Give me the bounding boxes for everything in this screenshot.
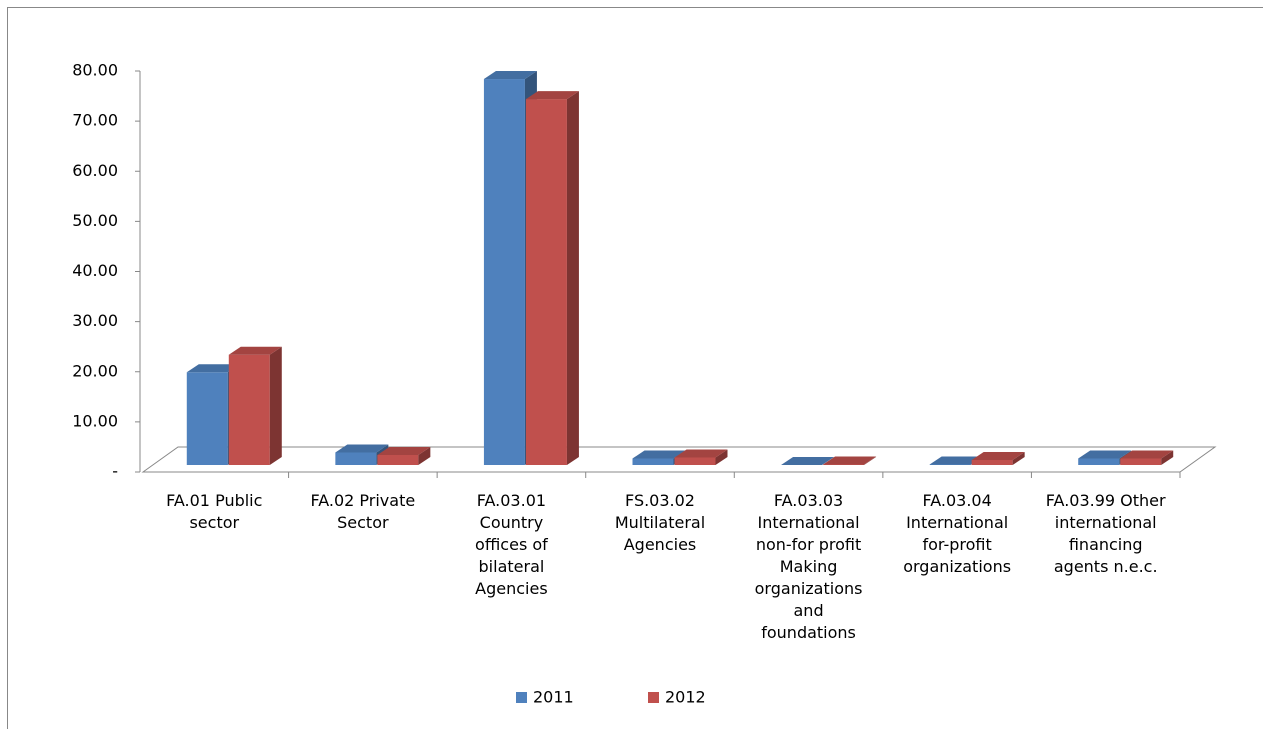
y-tick-label: 30.00: [72, 311, 118, 330]
x-tick-label: FA.03.01 Country offices of bilateral Ag…: [475, 491, 548, 598]
chart-border: [7, 7, 1263, 729]
y-tick-label: -: [112, 462, 118, 481]
x-tick-label: FA.03.03 International non-for profit Ma…: [754, 491, 863, 642]
bar-side: [1012, 451, 1025, 465]
y-tick-label: 10.00: [72, 411, 118, 430]
x-tick-label: FA.02 Private Sector: [310, 491, 416, 532]
legend-label: 2012: [665, 688, 706, 707]
bar: [823, 464, 865, 465]
y-tick-label: 40.00: [72, 261, 118, 280]
bar-top: [632, 450, 686, 459]
bar: [971, 459, 1013, 465]
y-tick-label: 70.00: [72, 111, 118, 130]
x-tick-label: FA.03.04 International for-profit organi…: [903, 491, 1012, 576]
bar: [1078, 458, 1120, 465]
bar-side: [715, 449, 728, 465]
y-tick-label: 60.00: [72, 161, 118, 180]
bar: [525, 99, 567, 466]
bar-top: [1120, 450, 1174, 459]
bar-top: [525, 91, 579, 100]
bar-top: [781, 457, 835, 465]
bar-side: [1161, 450, 1174, 465]
bar-top: [823, 456, 877, 465]
x-tick-label: FS.03.02 Multilateral Agencies: [614, 491, 706, 554]
bar: [483, 79, 525, 465]
y-tick-label: 80.00: [72, 61, 118, 80]
x-tick-label: FA.01 Public sector: [166, 491, 263, 532]
bar-top: [186, 364, 240, 373]
bar-top: [1078, 450, 1132, 459]
bar: [674, 457, 716, 465]
bar-top: [335, 444, 389, 453]
bar-top: [971, 451, 1025, 460]
bar-top: [929, 456, 983, 465]
legend-swatch: [516, 692, 527, 703]
bar-top: [483, 71, 537, 80]
bar-side: [566, 91, 579, 466]
legend-label: 2011: [533, 688, 574, 707]
floor: [141, 446, 1217, 473]
bar: [228, 354, 270, 465]
y-tick-label: 20.00: [72, 361, 118, 380]
bar: [632, 458, 674, 465]
bar: [929, 464, 971, 465]
bar: [186, 372, 228, 465]
bar-top: [377, 446, 431, 455]
bar-side: [864, 456, 877, 465]
x-tick-label: FA.03.99 Other international financing a…: [1045, 491, 1166, 576]
bar-top: [228, 346, 282, 355]
bar: [377, 454, 419, 465]
bar-side: [418, 446, 431, 465]
y-tick-label: 50.00: [72, 211, 118, 230]
bar-side: [269, 346, 282, 465]
legend-swatch: [648, 692, 659, 703]
bar-top: [674, 449, 728, 458]
bar: [335, 452, 377, 465]
bar: [1120, 458, 1162, 465]
